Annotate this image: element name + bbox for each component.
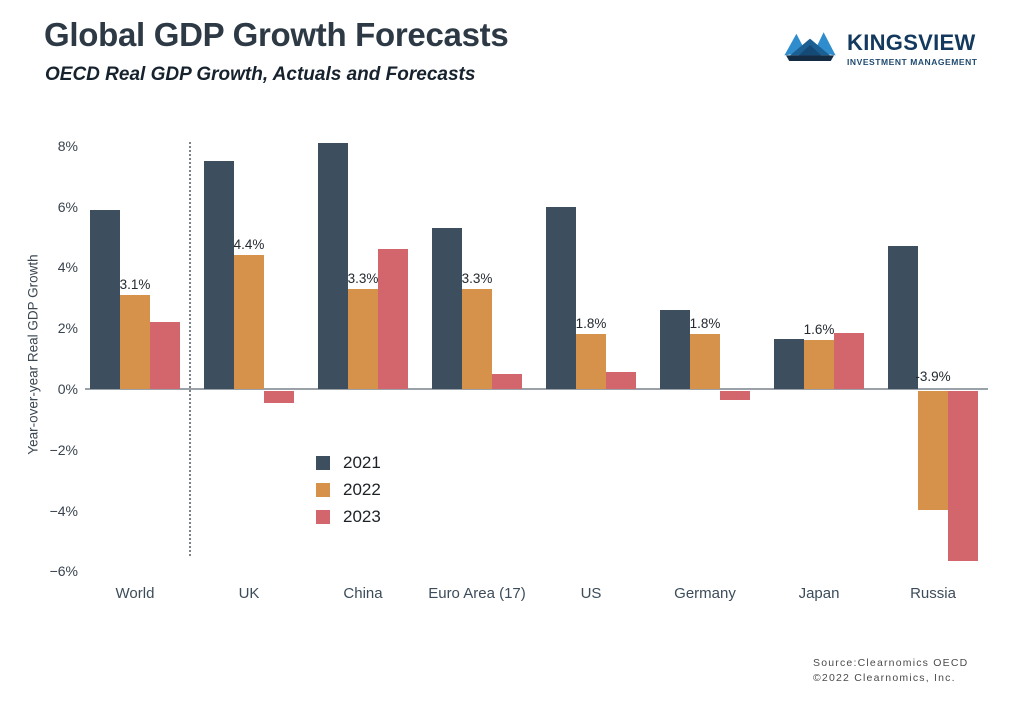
bar-2022-us	[576, 334, 606, 389]
category-label: Russia	[910, 585, 956, 602]
y-axis-title: Year-over-year Real GDP Growth	[25, 254, 41, 455]
bar-2021-germany	[660, 309, 690, 389]
bar-2022-china	[348, 288, 378, 389]
bar-value-label: 3.3%	[461, 270, 493, 286]
legend: 2021 2022 2023	[316, 453, 381, 534]
category-label: World	[115, 585, 155, 602]
legend-label-2023: 2023	[343, 506, 381, 526]
bar-value-label: -3.9%	[915, 369, 951, 384]
crown-icon	[784, 32, 836, 61]
legend-item-2023: 2023	[316, 507, 381, 526]
bar-2021-china	[318, 142, 348, 389]
bar-2021-uk	[204, 161, 234, 389]
bar-2022-japan	[804, 340, 834, 389]
bar-2021-japan	[774, 338, 804, 389]
y-tick-label: 6%	[57, 198, 78, 215]
y-tick-label: −4%	[49, 502, 78, 519]
legend-item-2021: 2021	[316, 453, 381, 472]
y-tick-label: −2%	[49, 441, 78, 458]
bar-2023-euro-area-17-	[492, 373, 522, 389]
bar-2022-world	[120, 294, 150, 389]
y-tick-label: 8%	[57, 137, 78, 154]
bar-2021-russia	[888, 246, 918, 389]
source-line-1: Source:Clearnomics OECD	[813, 657, 969, 669]
y-tick-label: 4%	[57, 259, 78, 276]
bar-2023-uk	[264, 391, 294, 404]
source-line-2: ©2022 Clearnomics, Inc.	[813, 672, 956, 684]
page-title: Global GDP Growth Forecasts	[44, 16, 509, 53]
bar-2021-euro-area-17-	[432, 227, 462, 389]
bar-value-label: 1.8%	[575, 316, 607, 332]
legend-label-2021: 2021	[343, 452, 381, 472]
y-tick-label: −6%	[49, 563, 78, 580]
bar-value-label: 1.6%	[803, 322, 835, 338]
bar-value-label: 3.3%	[347, 270, 379, 286]
legend-swatch-2021	[316, 455, 330, 470]
bar-value-label: 1.8%	[689, 316, 721, 332]
bar-value-label: 4.4%	[233, 237, 265, 253]
bar-2023-germany	[720, 391, 750, 401]
category-label: China	[343, 585, 383, 602]
legend-swatch-2023	[316, 509, 330, 524]
legend-label-2022: 2022	[343, 479, 381, 499]
y-tick-label: 0%	[57, 381, 78, 397]
page-subtitle: OECD Real GDP Growth, Actuals and Foreca…	[45, 64, 476, 85]
bar-2023-china	[378, 249, 408, 389]
logo-tagline: INVESTMENT MANAGEMENT	[847, 56, 978, 67]
bar-2023-russia	[948, 391, 978, 562]
legend-swatch-2022	[316, 482, 330, 497]
world-separator-dotted-line	[189, 142, 191, 556]
source-attribution: Source:Clearnomics OECD ©2022 Clearnomic…	[813, 656, 968, 686]
category-label: Euro Area (17)	[428, 585, 526, 602]
kingsview-logo: KINGSVIEW INVESTMENT MANAGEMENT	[782, 27, 978, 71]
bar-2022-uk	[234, 255, 264, 389]
bar-2022-euro-area-17-	[462, 288, 492, 389]
category-label: Germany	[674, 585, 736, 602]
y-tick-label: 2%	[57, 320, 78, 337]
bar-2022-russia	[918, 391, 948, 510]
category-label: US	[580, 585, 602, 602]
bar-2023-us	[606, 372, 636, 389]
category-label: Japan	[798, 585, 840, 602]
bar-2023-japan	[834, 332, 864, 389]
logo-name: KINGSVIEW	[847, 29, 976, 55]
bar-2021-world	[90, 209, 120, 389]
legend-item-2022: 2022	[316, 480, 381, 499]
bar-value-label: 3.1%	[119, 276, 151, 292]
bar-2023-world	[150, 322, 180, 389]
bar-2021-us	[546, 206, 576, 389]
category-label: UK	[238, 585, 260, 602]
bar-2022-germany	[690, 334, 720, 389]
x-axis-line	[85, 388, 988, 390]
logo-text: KINGSVIEW INVESTMENT MANAGEMENT	[847, 29, 978, 67]
